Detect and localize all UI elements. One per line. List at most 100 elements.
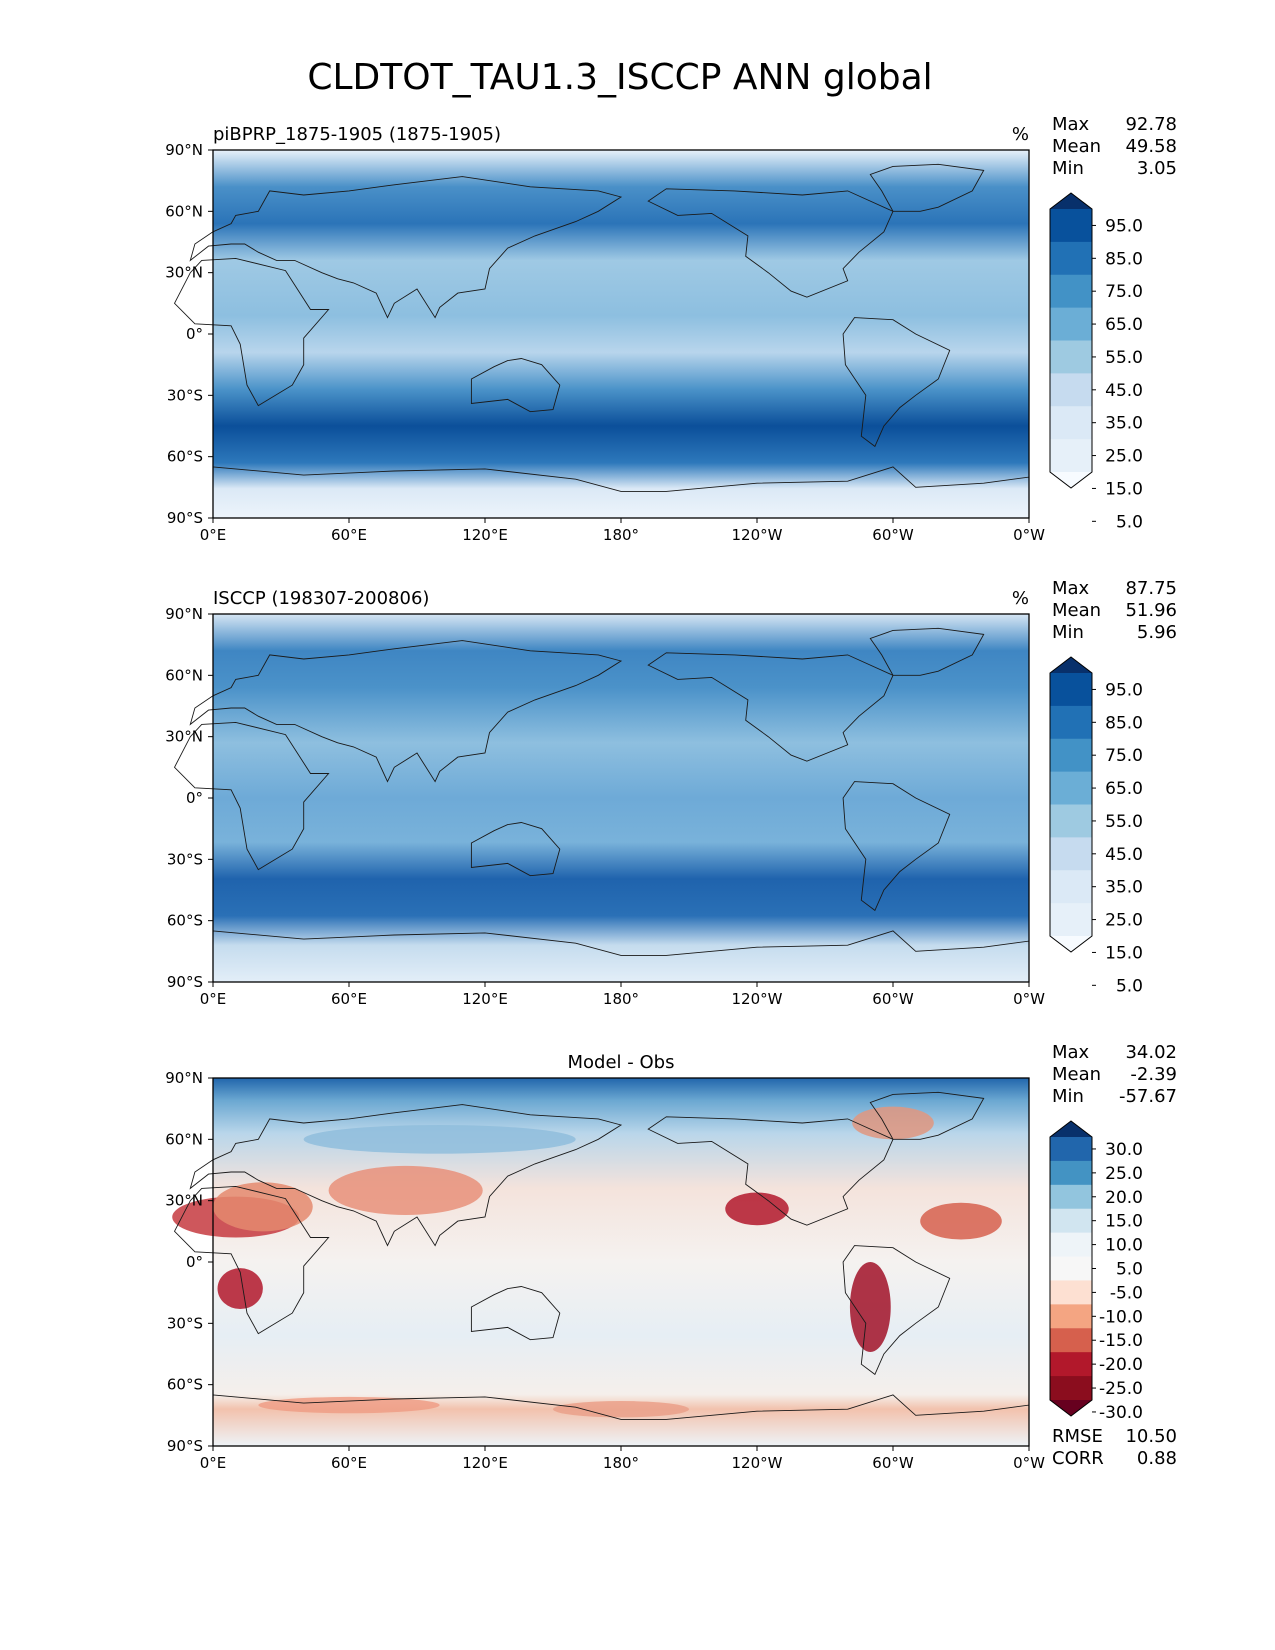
colorbar-label: 5.0	[1116, 1260, 1143, 1280]
colorbar-label: -10.0	[1099, 1307, 1143, 1327]
colorbar-outline	[1049, 1120, 1093, 1417]
stat-label: Max	[1052, 114, 1090, 135]
colorbar-segment	[1050, 870, 1092, 904]
x-tick-label: 0°W	[1013, 1454, 1045, 1472]
panel-title-left: ISCCP (198307-200806)	[213, 588, 429, 609]
colorbar-label: 10.0	[1105, 1236, 1143, 1256]
stat-value: 3.05	[1137, 158, 1177, 179]
colorbar-segment	[1050, 738, 1092, 773]
x-tick-label: 180°	[603, 526, 639, 544]
anomaly-region	[852, 1106, 934, 1140]
stat-label: Min	[1052, 622, 1084, 643]
x-tick-label: 0°E	[200, 990, 227, 1008]
colorbar-segment	[1050, 209, 1092, 243]
coastline	[470, 1286, 561, 1341]
colorbar-segment	[1050, 1256, 1092, 1281]
colorbar-segment	[1050, 1160, 1092, 1186]
colorbar-label: 75.0	[1105, 746, 1143, 766]
colorbar-segment	[1050, 673, 1092, 707]
x-tick-label: 60°E	[331, 990, 367, 1008]
x-tick-label: 60°E	[331, 526, 367, 544]
stat-value: 5.96	[1137, 622, 1177, 643]
colorbar-outline	[1049, 192, 1093, 489]
y-tick-label: 30°N	[165, 264, 203, 282]
colorbar-label: 5.0	[1116, 512, 1143, 532]
colorbar-label: 95.0	[1105, 216, 1143, 236]
y-tick-label: 90°S	[167, 973, 203, 991]
stat-label: Max	[1052, 578, 1090, 599]
stat-label: Mean	[1052, 1064, 1101, 1085]
anomaly-region	[920, 1202, 1002, 1240]
x-tick-label: 60°E	[331, 1454, 367, 1472]
x-tick-label: 0°W	[1013, 990, 1045, 1008]
colorbar-extend-top	[1050, 657, 1092, 673]
x-tick-label: 120°W	[732, 990, 783, 1008]
colorbar-label: 25.0	[1105, 911, 1143, 931]
colorbar-extend-bottom	[1050, 936, 1092, 952]
colorbar-label: 75.0	[1105, 282, 1143, 302]
stat-label: Mean	[1052, 600, 1101, 621]
x-tick-label: 60°W	[872, 526, 914, 544]
colorbar-label: -15.0	[1099, 1331, 1143, 1351]
y-tick-label: 30°S	[167, 1314, 203, 1332]
y-tick-label: 30°S	[167, 850, 203, 868]
colorbar-label: -5.0	[1110, 1283, 1143, 1303]
coastline	[647, 1116, 894, 1226]
colorbar-label: 35.0	[1105, 414, 1143, 434]
coastline	[189, 1104, 623, 1247]
anomaly-region	[303, 1125, 576, 1154]
stat-label: CORR	[1052, 1448, 1104, 1469]
colorbar-outline	[1049, 656, 1093, 953]
stat-value: 0.88	[1137, 1448, 1177, 1469]
colorbar-extend-bottom	[1050, 1400, 1092, 1416]
stat-label: Min	[1052, 158, 1084, 179]
figure-title: CLDTOT_TAU1.3_ISCCP ANN global	[307, 57, 932, 98]
map-panel-difference: 0°E 60°E 120°E 180° 120°W 60°W 0°W 90°N 60°N 30°N…	[165, 1042, 1177, 1472]
coastline	[842, 1245, 951, 1376]
colorbar-segment	[1050, 1352, 1092, 1377]
colorbar-label: -25.0	[1099, 1379, 1143, 1399]
colorbar-extend-top	[1050, 193, 1092, 209]
coastline	[470, 358, 561, 413]
units-label: %	[1012, 588, 1029, 609]
coastline	[173, 1185, 330, 1335]
colorbar-segment	[1050, 1208, 1092, 1234]
anomaly-region	[849, 1262, 891, 1352]
x-tick-label: 0°W	[1013, 526, 1045, 544]
y-tick-label: 60°N	[165, 202, 203, 220]
units-label: %	[1012, 124, 1029, 145]
coastline	[173, 257, 330, 407]
x-tick-label: 180°	[603, 990, 639, 1008]
colorbar-label: 95.0	[1105, 680, 1143, 700]
colorbar-label: 15.0	[1105, 943, 1143, 963]
colorbar-segment	[1050, 771, 1092, 805]
colorbar-segment	[1050, 837, 1092, 871]
y-tick-label: 0°	[186, 325, 203, 343]
coastline	[189, 640, 623, 783]
colorbar-label: 15.0	[1105, 1212, 1143, 1232]
anomaly-region	[725, 1192, 789, 1226]
colorbar-label: 65.0	[1105, 315, 1143, 335]
colorbar-segment	[1050, 340, 1092, 374]
stat-value: 51.96	[1125, 600, 1177, 621]
colorbar-segment	[1050, 903, 1092, 937]
colorbar-segment	[1050, 804, 1092, 838]
stat-label: RMSE	[1052, 1426, 1103, 1447]
colorbar-segment	[1050, 241, 1092, 276]
colorbar-segment	[1050, 406, 1092, 440]
y-tick-label: 60°N	[165, 666, 203, 684]
coastline	[842, 317, 951, 448]
colorbar-label: 5.0	[1116, 976, 1143, 996]
colorbar-segment	[1050, 1280, 1092, 1305]
colorbar-segment	[1050, 1232, 1092, 1258]
stat-value: 92.78	[1125, 114, 1177, 135]
stat-value: -57.67	[1119, 1086, 1177, 1107]
x-tick-label: 120°E	[462, 1454, 508, 1472]
coastline	[842, 781, 951, 912]
coastline	[189, 176, 623, 319]
colorbar-label: 25.0	[1105, 447, 1143, 467]
coastline	[647, 652, 894, 762]
stat-value: -2.39	[1130, 1064, 1177, 1085]
y-tick-label: 30°N	[165, 728, 203, 746]
x-tick-label: 120°W	[732, 1454, 783, 1472]
